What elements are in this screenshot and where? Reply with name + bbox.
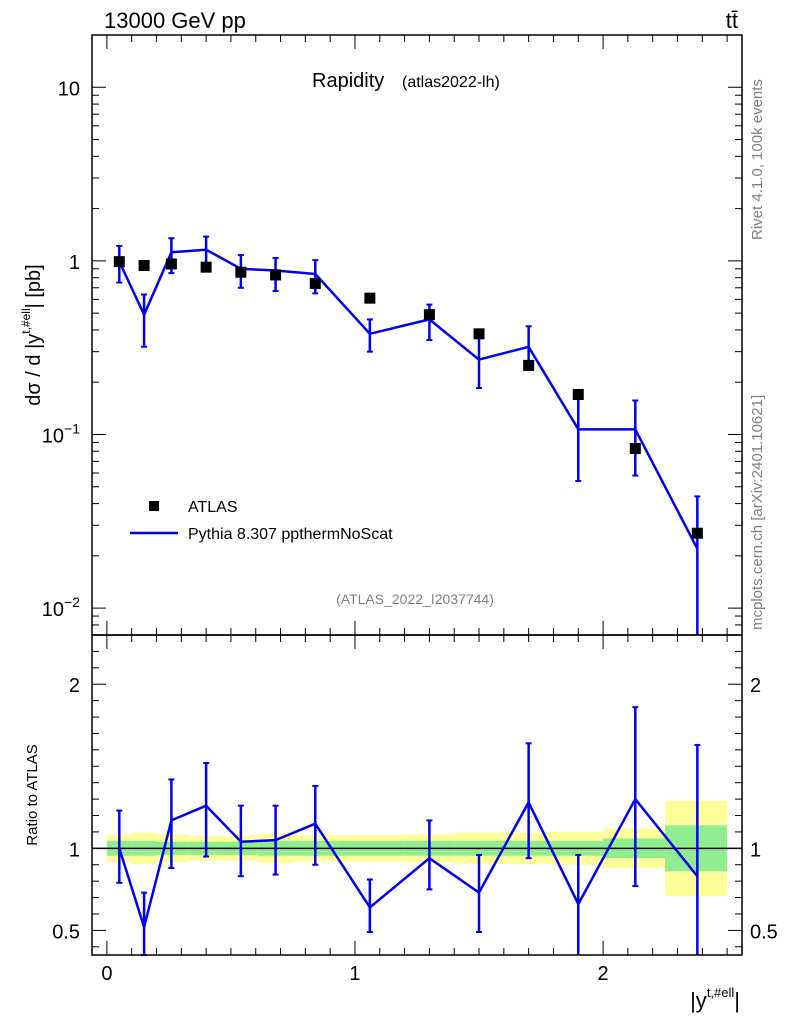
legend-data-marker [149,501,159,511]
data-point [165,258,177,270]
ratio-y-axis-label: Ratio to ATLAS [24,744,41,845]
data-point [364,292,376,304]
ratio-y-tick-label-left: 0.5 [52,921,80,943]
data-point [523,359,535,371]
main-y-tick-label: 10−1 [42,420,80,447]
x-tick-label: 0 [101,963,112,985]
main-y-axis-label: dσ / d |yt,#ell| [pb] [19,264,45,406]
main-y-tick-label: 1 [69,252,80,274]
ratio-y-tick-label-left: 2 [69,675,80,697]
data-point [629,443,641,455]
data-point [572,388,584,400]
energy-label: 13000 GeV pp [104,8,246,33]
analysis-watermark: (ATLAS_2022_I2037744) [336,591,494,607]
mcplots-label: mcplots.cern.ch [arXiv:2401.10621] [749,395,766,630]
data-point [691,527,703,539]
ratio-y-tick-label-left: 1 [69,839,80,861]
ratio-y-tick-label-right: 0.5 [750,921,778,943]
legend-data-label: ATLAS [188,499,238,516]
data-point [270,269,282,281]
data-point [113,256,125,268]
data-point [235,266,247,278]
x-tick-label: 2 [598,963,609,985]
data-point [138,260,150,272]
x-axis-label: |yt,#ell| [690,985,740,1013]
data-point [200,261,212,273]
data-point [423,309,435,321]
x-tick-label: 1 [349,963,360,985]
main-y-tick-label: 10 [58,78,80,100]
ratio-y-tick-label-right: 1 [750,839,761,861]
rivet-label: Rivet 4.1.0, 100k events [749,79,766,240]
data-point [473,328,485,340]
main-panel: 10 1 10−1 10−2 [42,34,742,636]
ratio-panel-frame [91,634,743,956]
legend-mc-label: Pythia 8.307 ppthermNoScat [188,526,393,543]
main-panel-frame [91,34,743,636]
chart-title: Rapidity [312,70,384,92]
ratio-y-tick-label-right: 2 [750,675,761,697]
ratio-mc-line [118,797,699,929]
process-label: tt̄ [726,8,738,33]
mc-line [118,248,699,550]
ratio-panel: 0.5 0.5 1 1 2 2 0 1 2 [52,634,778,985]
chart-subtitle: (atlas2022-lh) [402,74,500,91]
data-point [309,278,321,290]
main-y-tick-label: 10−2 [42,594,80,621]
